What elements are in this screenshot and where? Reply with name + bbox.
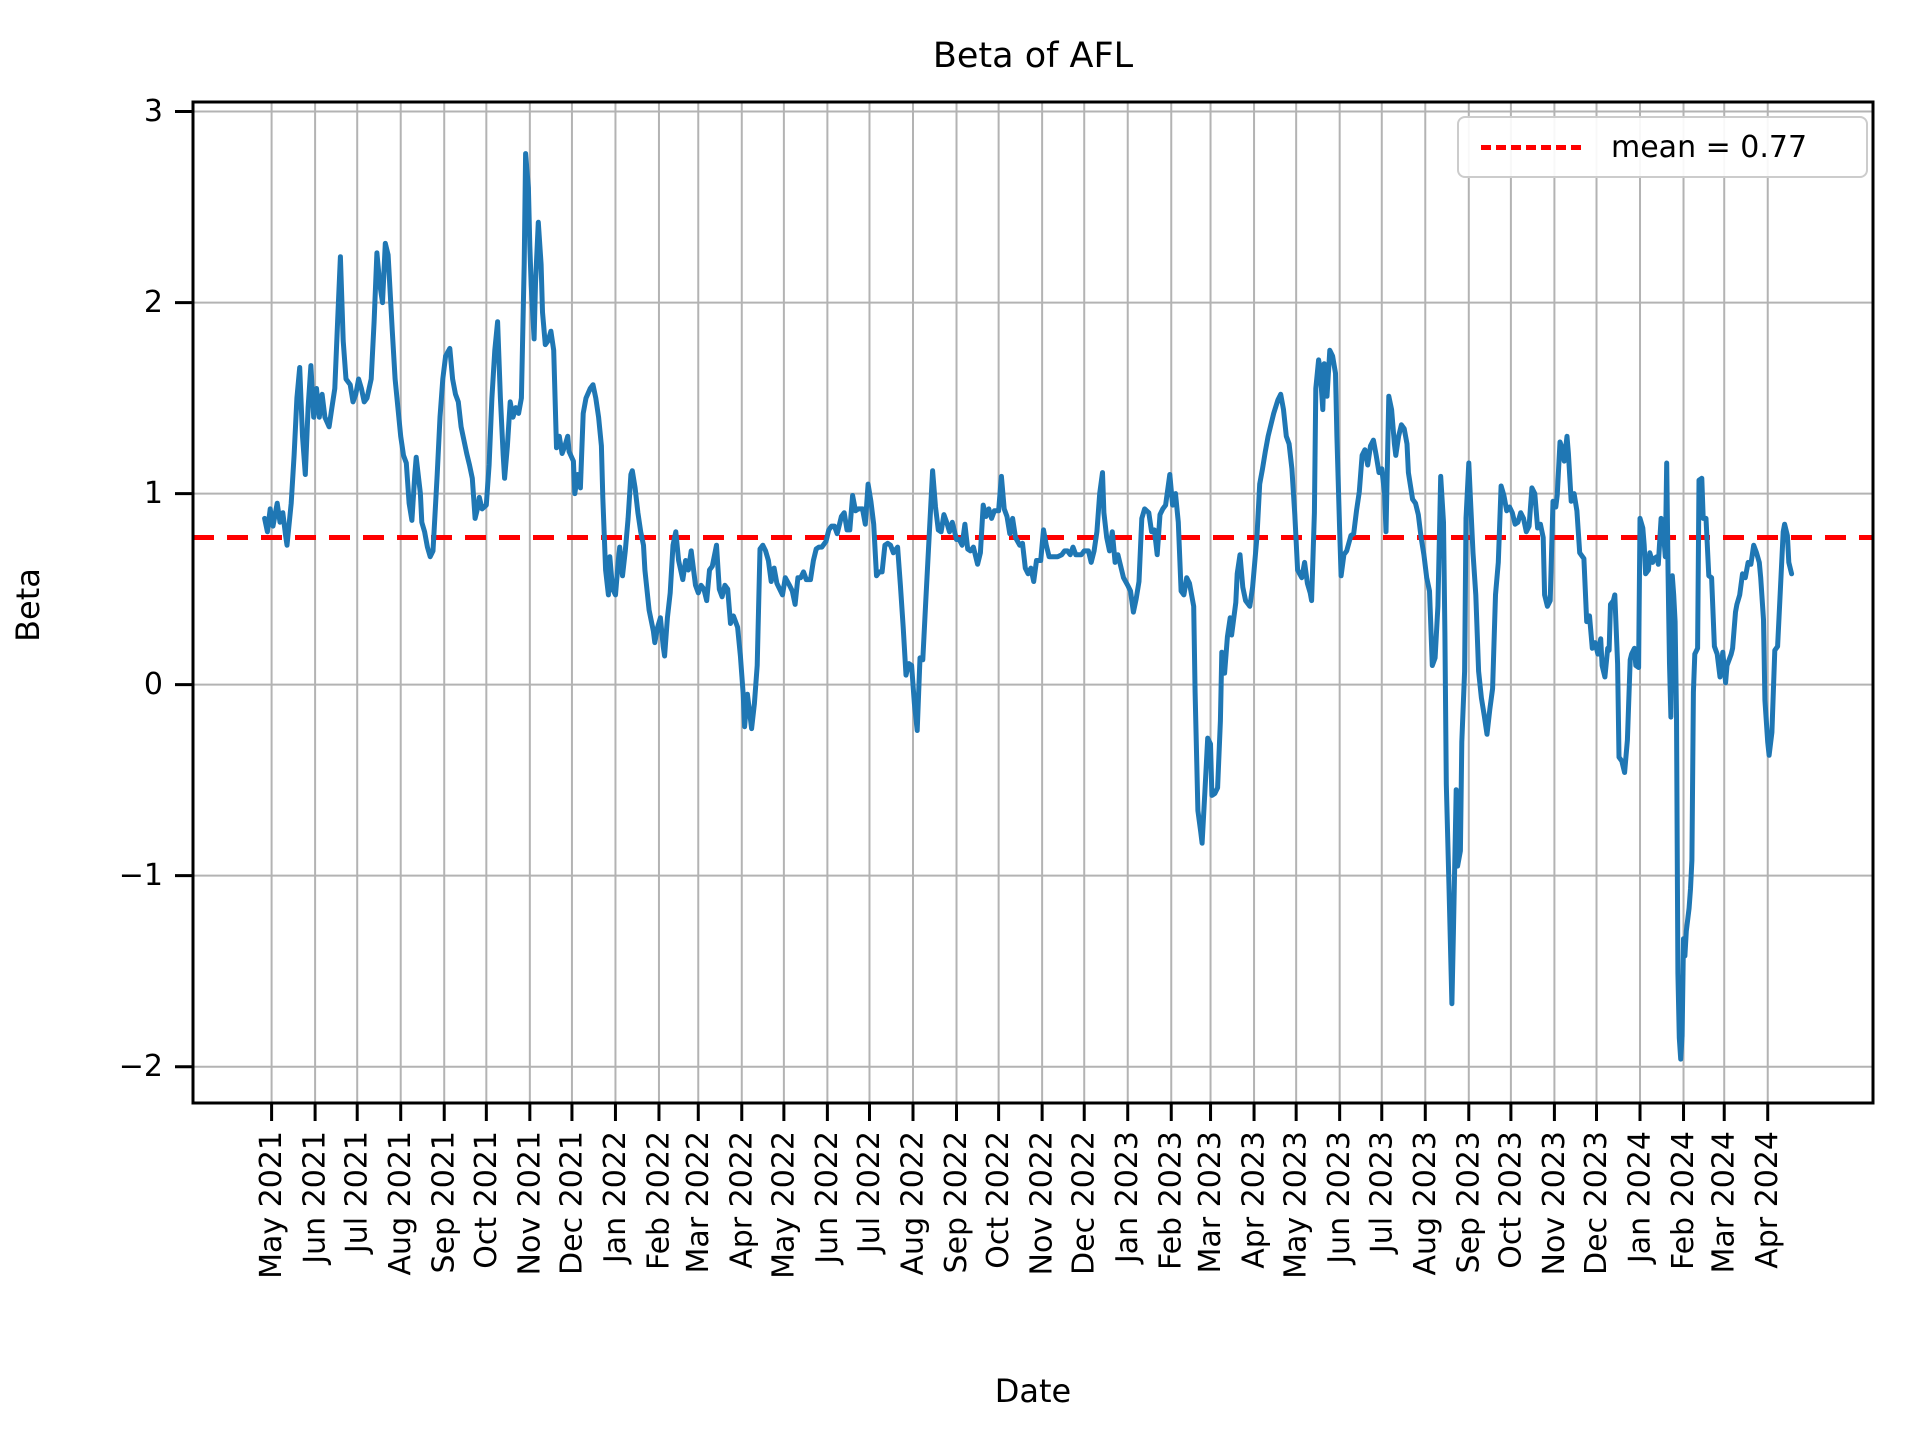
- x-tick-label: Jul 2022: [852, 1131, 887, 1255]
- x-tick-label: Jan 2022: [598, 1131, 633, 1265]
- x-tick-label: Apr 2024: [1750, 1131, 1785, 1269]
- x-tick-label: Mar 2023: [1193, 1131, 1228, 1274]
- x-tick-label: Jun 2023: [1322, 1131, 1357, 1266]
- y-tick-label: 2: [144, 285, 163, 320]
- x-tick-label: Aug 2023: [1408, 1131, 1443, 1275]
- x-axis-label: Date: [994, 1372, 1072, 1410]
- x-tick-label: Dec 2023: [1579, 1131, 1614, 1275]
- x-tick-label: Jun 2021: [298, 1131, 333, 1266]
- x-tick-label: Oct 2023: [1493, 1131, 1528, 1269]
- legend: mean = 0.77: [1457, 116, 1868, 178]
- x-tick-label: Jan 2023: [1110, 1131, 1145, 1265]
- y-tick-label: −1: [119, 858, 163, 893]
- x-tick-label: Mar 2022: [681, 1131, 716, 1274]
- x-tick-label: Feb 2023: [1154, 1131, 1189, 1270]
- y-axis-label: Beta: [9, 568, 47, 642]
- x-tick-label: Aug 2022: [896, 1131, 931, 1275]
- x-tick-label: Oct 2021: [469, 1131, 504, 1269]
- x-tick-label: Dec 2022: [1067, 1131, 1102, 1275]
- x-tick-label: Sep 2023: [1451, 1131, 1486, 1273]
- beta-series-line: [262, 151, 1795, 1062]
- x-tick-label: Oct 2022: [981, 1131, 1016, 1269]
- x-tick-label: Jan 2024: [1623, 1131, 1658, 1265]
- x-tick-label: May 2021: [254, 1131, 289, 1279]
- y-tick-label: −2: [119, 1049, 163, 1084]
- x-tick-label: Mar 2024: [1707, 1131, 1742, 1274]
- mean-line-legend-swatch: [1481, 144, 1581, 150]
- legend-label: mean = 0.77: [1611, 129, 1808, 165]
- x-tick-label: Nov 2023: [1537, 1131, 1572, 1275]
- x-tick-label: Sep 2021: [427, 1131, 462, 1273]
- x-tick-label: May 2022: [766, 1131, 801, 1279]
- x-tick-label: Apr 2022: [724, 1131, 759, 1269]
- x-tick-label: May 2023: [1279, 1131, 1314, 1279]
- y-tick-label: 3: [144, 94, 163, 129]
- x-tick-label: Jun 2022: [810, 1131, 845, 1266]
- x-tick-label: Dec 2021: [554, 1131, 589, 1275]
- x-tick-label: Aug 2021: [383, 1131, 418, 1275]
- x-tick-label: Feb 2022: [641, 1131, 676, 1270]
- x-tick-label: Nov 2022: [1025, 1131, 1060, 1275]
- x-tick-label: Apr 2023: [1237, 1131, 1272, 1269]
- x-tick-label: Sep 2022: [939, 1131, 974, 1273]
- chart-title: Beta of AFL: [932, 36, 1134, 76]
- x-tick-label: Jul 2023: [1364, 1131, 1399, 1255]
- x-tick-label: Feb 2024: [1666, 1131, 1701, 1270]
- x-tick-label: Nov 2021: [512, 1131, 547, 1275]
- y-tick-label: 1: [144, 476, 163, 511]
- x-tick-label: Jul 2021: [340, 1131, 375, 1255]
- y-tick-label: 0: [144, 667, 163, 702]
- plot-frame: [191, 100, 1875, 1105]
